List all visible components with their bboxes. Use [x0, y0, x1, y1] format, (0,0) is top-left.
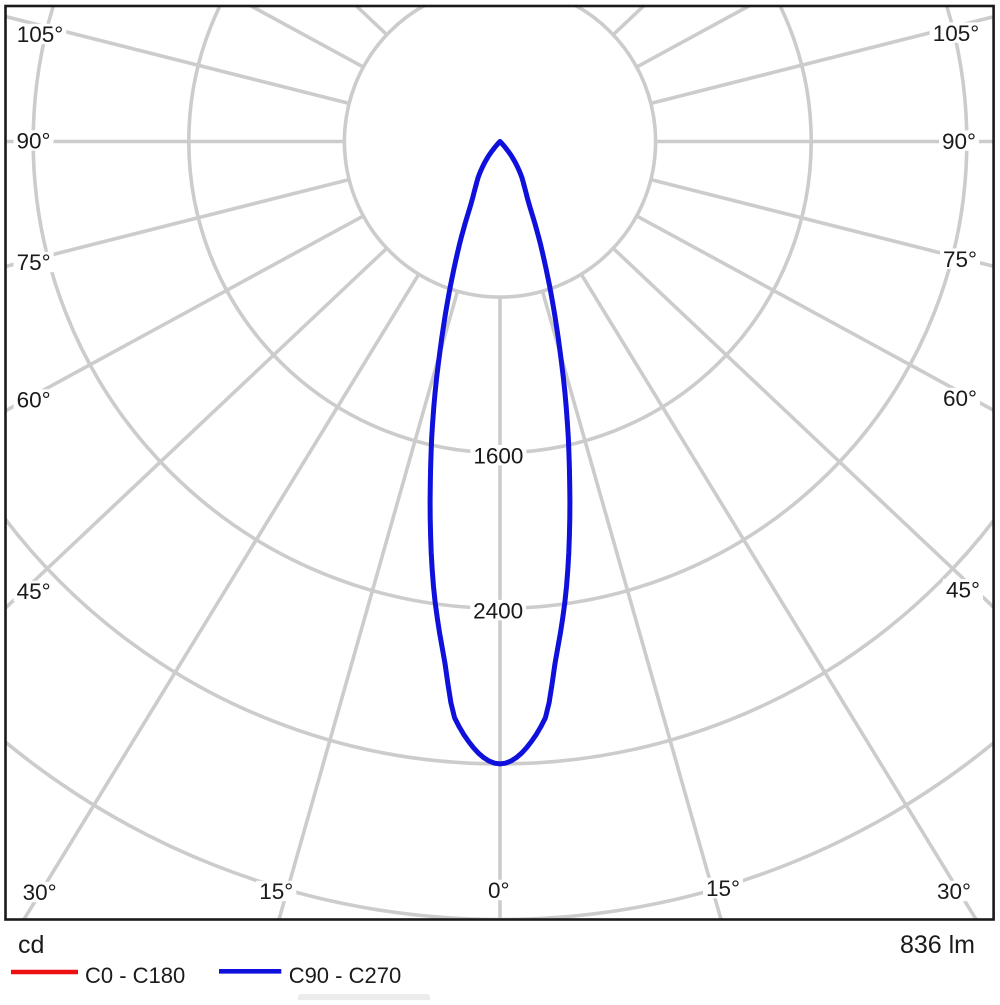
svg-text:90°: 90°	[16, 129, 50, 154]
svg-text:105°: 105°	[17, 22, 64, 47]
svg-text:60°: 60°	[943, 386, 977, 411]
svg-text:15°: 15°	[259, 879, 293, 904]
svg-text:C90 - C270: C90 - C270	[289, 963, 402, 988]
svg-text:0°: 0°	[488, 878, 510, 903]
svg-text:45°: 45°	[17, 579, 51, 604]
svg-text:90°: 90°	[942, 129, 976, 154]
svg-text:30°: 30°	[23, 880, 57, 905]
svg-text:45°: 45°	[946, 577, 980, 602]
svg-text:75°: 75°	[17, 250, 51, 275]
svg-text:15°: 15°	[706, 876, 740, 901]
svg-text:30°: 30°	[937, 879, 971, 904]
svg-text:75°: 75°	[943, 247, 977, 272]
svg-text:60°: 60°	[17, 388, 51, 413]
svg-text:105°: 105°	[933, 21, 980, 46]
svg-text:2400: 2400	[473, 598, 523, 623]
svg-text:836 lm: 836 lm	[900, 931, 975, 959]
svg-text:1600: 1600	[473, 443, 523, 468]
svg-text:cd: cd	[18, 931, 44, 959]
svg-text:C0 - C180: C0 - C180	[85, 963, 185, 988]
